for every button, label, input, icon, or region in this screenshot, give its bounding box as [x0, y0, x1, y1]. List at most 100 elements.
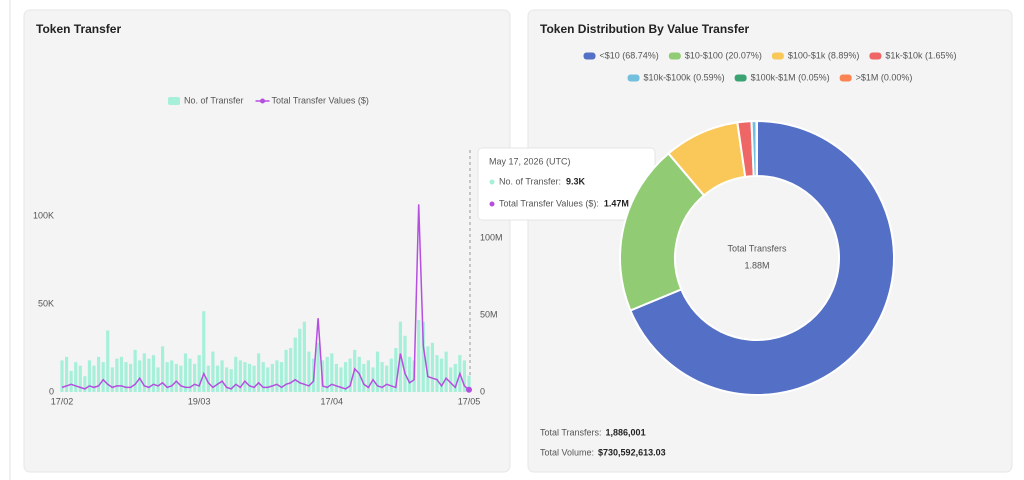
point — [466, 386, 472, 393]
line — [61, 204, 470, 391]
x-tick-label: 17/02 — [51, 396, 74, 406]
bar — [138, 360, 142, 392]
bar — [348, 358, 352, 392]
tooltip-label: No. of Transfer: — [499, 176, 561, 186]
bar — [293, 337, 297, 392]
bar — [151, 355, 156, 392]
x-tick-label: 19/03 — [188, 396, 211, 406]
bar — [279, 362, 284, 392]
bar — [261, 362, 265, 392]
bar — [266, 367, 270, 392]
bar — [307, 351, 311, 392]
center-value: 1.88M — [744, 260, 769, 270]
card — [527, 9, 1013, 473]
bar — [229, 369, 233, 392]
bar — [133, 349, 137, 392]
tooltip-title: May 17, 2026 (UTC) — [489, 156, 571, 166]
legend-label[interactable]: $10k-$100k (0.59%) — [644, 72, 725, 82]
legend-label[interactable]: $10-$100 (20.07%) — [685, 50, 762, 60]
legend-label[interactable]: >$1M (0.00%) — [856, 72, 913, 82]
legend-icon — [839, 74, 852, 82]
summary-value: $730,592,613.03 — [598, 447, 666, 457]
tooltip-value: 1.47M — [604, 198, 629, 208]
bar — [106, 330, 110, 392]
bar — [179, 365, 183, 392]
bar — [284, 349, 288, 392]
y2-tick-label: 0 — [480, 386, 485, 396]
bar — [270, 363, 274, 392]
distribution-chart: Total Transfers 1.88M <$10 (68.74%) $10-$10… — [540, 50, 956, 457]
bar — [78, 365, 82, 392]
bar — [142, 353, 146, 392]
y-tick-label: 100K — [33, 211, 54, 221]
bar — [380, 362, 384, 392]
y2-tick-label: 100M — [480, 233, 503, 243]
bar — [60, 360, 64, 392]
bar — [403, 335, 407, 392]
bar — [225, 367, 229, 392]
legend-label[interactable]: <$10 (68.74%) — [600, 50, 659, 60]
bar — [449, 367, 453, 392]
bar — [426, 346, 430, 392]
legend-icon — [168, 97, 180, 105]
bar — [334, 363, 338, 392]
summary-label: Total Volume: — [540, 447, 594, 457]
legend-label[interactable]: $100k-$1M (0.05%) — [751, 72, 830, 82]
bar — [174, 363, 178, 392]
bar — [115, 358, 119, 392]
bar — [417, 319, 421, 392]
bar — [325, 356, 329, 392]
bar — [206, 365, 210, 392]
bar — [366, 360, 370, 392]
bar — [170, 360, 174, 392]
bar — [188, 358, 192, 392]
bar — [389, 358, 393, 392]
bar — [92, 365, 96, 392]
x-tick-label: 17/05 — [458, 396, 481, 406]
bar — [394, 348, 398, 392]
bar — [243, 362, 247, 392]
bar — [430, 342, 435, 392]
chart-title: Token Transfer — [36, 22, 121, 36]
bar — [407, 356, 412, 392]
slice[interactable] — [629, 119, 895, 396]
bar — [193, 363, 197, 392]
legend-label[interactable]: $100-$1k (8.89%) — [788, 50, 860, 60]
summary-value: 1,886,001 — [606, 427, 646, 437]
bar — [302, 321, 306, 392]
bar — [74, 362, 78, 392]
bar — [362, 363, 366, 392]
chart-title: Token Distribution By Value Transfer — [540, 22, 749, 36]
legend-icon — [869, 52, 882, 60]
bar — [220, 360, 224, 392]
bar — [247, 363, 252, 392]
legend-icon — [627, 74, 640, 82]
legend-icon — [734, 74, 747, 82]
bar — [375, 351, 380, 392]
bar — [453, 363, 457, 392]
legend-label[interactable]: $1k-$10k (1.65%) — [885, 50, 956, 60]
bar — [211, 351, 215, 392]
bar — [110, 367, 114, 392]
bar — [96, 356, 101, 392]
bar — [234, 356, 238, 392]
bar — [275, 360, 279, 392]
bar — [197, 355, 201, 392]
bar — [87, 360, 92, 392]
legend-icon — [260, 98, 266, 104]
center-label: Total Transfers — [727, 243, 787, 253]
legend-label[interactable]: Total Transfer Values ($) — [272, 95, 369, 105]
bar — [64, 356, 69, 392]
tooltip-value: 9.3K — [566, 176, 586, 186]
legend-label[interactable]: No. of Transfer — [184, 95, 244, 105]
bar — [298, 328, 302, 392]
bar — [421, 321, 425, 392]
bar — [161, 346, 165, 392]
bar — [316, 342, 320, 392]
bar — [330, 353, 334, 392]
bar — [69, 370, 73, 392]
legend-icon — [771, 52, 784, 60]
y-tick-label: 50K — [38, 299, 54, 309]
bar — [467, 375, 471, 392]
